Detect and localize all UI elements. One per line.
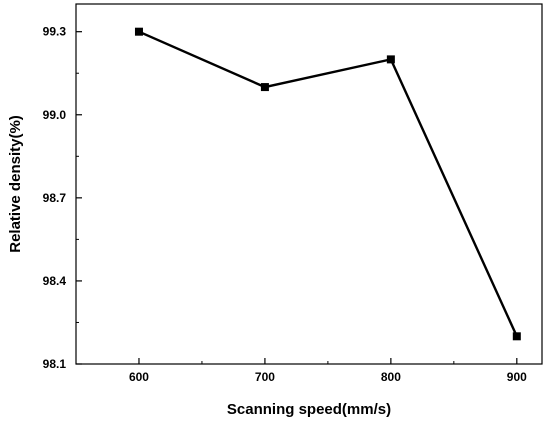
plot-frame: [75, 3, 543, 365]
y-tick-label: 99.3: [43, 25, 67, 39]
x-tick-label: 700: [255, 370, 275, 384]
data-point-marker: [134, 27, 143, 36]
x-axis-ticks: 600 700 800 900: [129, 358, 527, 384]
x-tick-label: 600: [129, 370, 149, 384]
data-point-marker: [386, 55, 395, 64]
data-point-marker: [260, 83, 269, 92]
x-tick-label: 900: [507, 370, 527, 384]
series-line: [138, 30, 518, 337]
x-tick-label: 800: [381, 370, 401, 384]
y-tick-label: 98.1: [43, 357, 67, 371]
data-point-marker: [512, 332, 521, 341]
y-tick-label: 98.7: [43, 191, 67, 205]
x-axis-title: Scanning speed(mm/s): [227, 401, 391, 418]
y-tick-label: 99.0: [43, 108, 67, 122]
series-layer: [134, 27, 521, 341]
y-axis-ticks: 98.1 98.4 98.7 99.0 99.3: [43, 25, 82, 371]
y-axis-title: Relative density(%): [7, 115, 24, 253]
y-tick-label: 98.4: [43, 274, 67, 288]
